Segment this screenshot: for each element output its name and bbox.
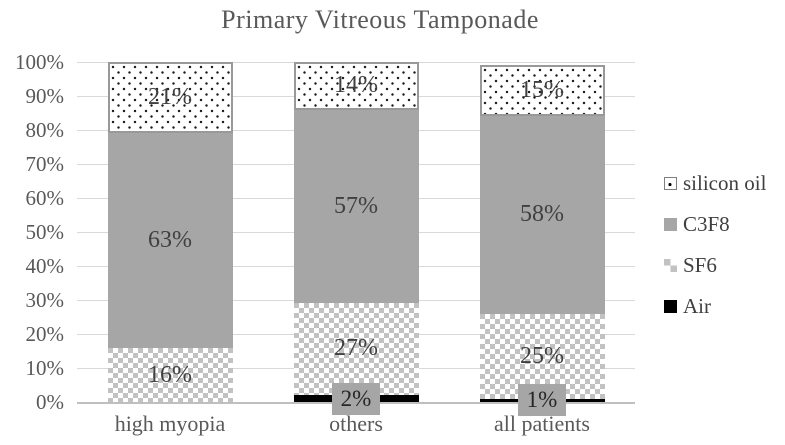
y-axis-tick-label: 100% — [15, 50, 64, 74]
x-axis-category-label: high myopia — [114, 411, 226, 436]
y-axis-tick-label: 50% — [25, 220, 65, 244]
y-axis-tick-label: 60% — [25, 186, 65, 210]
legend-label-oil: silicon oil — [683, 171, 767, 195]
chart-title: Primary Vitreous Tamponade — [221, 5, 539, 34]
bar-segment-c3f8: 63% — [107, 133, 233, 348]
y-axis-tick-label: 80% — [25, 118, 65, 142]
data-label-c3f8: 58% — [520, 201, 564, 228]
bar-segment-c3f8: 58% — [479, 116, 605, 314]
legend-item-c3f8: C3F8 — [664, 212, 766, 237]
legend-item-sf6: SF6 — [664, 253, 766, 278]
data-label-sf6: 25% — [520, 342, 564, 369]
bar-segment-sf6: 27% — [293, 303, 419, 396]
legend-swatch-oil-icon — [664, 177, 677, 190]
legend-item-air: Air — [664, 294, 766, 319]
bar-segment-sf6: 16% — [107, 347, 233, 402]
data-label-air: 2% — [332, 382, 380, 415]
bar-segment-oil: 14% — [293, 62, 419, 110]
data-label-c3f8: 63% — [148, 227, 192, 254]
y-axis-tick-label: 0% — [36, 390, 64, 414]
data-label-c3f8: 57% — [334, 192, 378, 219]
data-label-air: 1% — [518, 384, 566, 417]
data-label-oil: 21% — [148, 84, 192, 110]
y-axis-tick-label: 20% — [25, 322, 65, 346]
data-label-oil: 14% — [334, 72, 378, 98]
y-axis-tick-label: 90% — [25, 84, 65, 108]
legend: silicon oil C3F8 SF6 Air — [664, 171, 766, 319]
bar-segment-oil: 15% — [479, 65, 605, 117]
legend-swatch-c3f8-icon — [664, 218, 677, 231]
y-axis-tick-label: 70% — [25, 152, 65, 176]
y-axis-tick-label: 10% — [25, 356, 65, 380]
bar-segment-c3f8: 57% — [293, 109, 419, 304]
y-axis-tick-label: 30% — [25, 288, 65, 312]
legend-label-c3f8: C3F8 — [683, 212, 730, 236]
legend-swatch-sf6-icon — [664, 259, 677, 272]
legend-item-oil: silicon oil — [664, 171, 766, 196]
legend-label-air: Air — [683, 294, 711, 318]
data-label-oil: 15% — [520, 77, 564, 104]
data-label-sf6: 27% — [334, 335, 378, 362]
y-axis-tick-label: 40% — [25, 254, 65, 278]
bar-segment-oil: 21% — [107, 62, 233, 134]
data-label-sf6: 16% — [148, 361, 192, 388]
x-axis-category-label: others — [329, 411, 383, 436]
legend-label-sf6: SF6 — [683, 253, 717, 277]
legend-swatch-air-icon — [664, 300, 677, 313]
